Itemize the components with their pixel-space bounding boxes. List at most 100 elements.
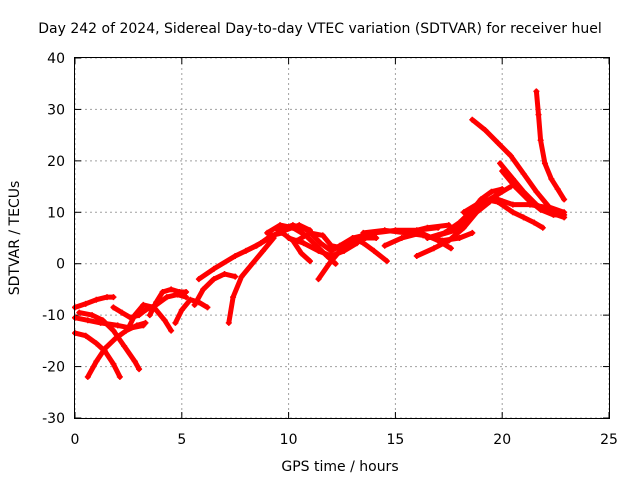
- data-point-marker: [306, 229, 313, 236]
- data-point-marker: [533, 88, 540, 95]
- series-arc-5: [84, 319, 149, 380]
- series-line: [172, 297, 210, 326]
- data-point-marker: [373, 235, 380, 241]
- data-point-marker: [153, 301, 160, 308]
- data-point-marker: [531, 219, 538, 226]
- data-point-marker: [512, 183, 519, 190]
- data-point-marker: [561, 196, 568, 203]
- data-point-marker: [535, 111, 542, 118]
- data-point-marker: [210, 276, 217, 283]
- data-point-marker: [140, 301, 147, 308]
- data-point-marker: [336, 247, 343, 254]
- data-point-marker: [420, 232, 427, 239]
- data-point-marker: [482, 196, 489, 203]
- data-point-marker: [430, 245, 437, 252]
- data-point-marker: [435, 232, 442, 239]
- data-point-marker: [200, 286, 207, 293]
- data-point-marker: [413, 253, 420, 259]
- data-point-marker: [242, 247, 249, 254]
- x-axis-ticks: 0 5 10 15 20 25: [71, 58, 618, 448]
- data-point-marker: [161, 317, 168, 324]
- data-point-marker: [507, 152, 514, 159]
- series-arc-13: [225, 235, 277, 326]
- x-tick-label: 15: [386, 432, 404, 448]
- y-tick-label: 0: [56, 257, 65, 273]
- data-point-marker: [328, 247, 335, 254]
- data-point-marker: [142, 319, 149, 326]
- data-point-marker: [104, 294, 111, 301]
- data-point-marker: [274, 227, 281, 234]
- series-arc-33: [533, 88, 568, 203]
- data-point-marker: [264, 229, 271, 236]
- data-point-marker: [232, 253, 239, 259]
- series-arc-24: [403, 229, 476, 244]
- data-point-marker: [499, 168, 506, 175]
- data-series: [72, 88, 568, 380]
- data-point-marker: [93, 358, 100, 365]
- data-point-marker: [494, 139, 501, 146]
- data-point-marker: [289, 222, 296, 229]
- data-point-marker: [520, 170, 527, 177]
- data-point-marker: [257, 240, 264, 247]
- series-arc-22: [349, 235, 390, 265]
- y-axis-ticks: -30 -20 -10 0 10 20 30 40: [42, 51, 609, 427]
- data-point-marker: [539, 224, 546, 231]
- data-point-marker: [146, 312, 153, 319]
- data-point-marker: [360, 229, 367, 236]
- data-point-marker: [187, 296, 194, 303]
- data-point-marker: [550, 211, 557, 218]
- data-point-marker: [225, 319, 232, 326]
- x-tick-label: 0: [71, 432, 80, 448]
- data-point-marker: [477, 199, 484, 205]
- data-point-marker: [84, 317, 91, 324]
- data-point-marker: [398, 235, 405, 241]
- series-line: [226, 235, 277, 326]
- series-arc-32: [499, 168, 568, 218]
- data-point-marker: [131, 358, 138, 365]
- grid: [74, 57, 610, 419]
- data-point-marker: [101, 345, 108, 352]
- data-point-marker: [93, 340, 100, 347]
- data-point-marker: [183, 294, 190, 301]
- data-point-marker: [360, 240, 367, 247]
- x-tick-label: 10: [280, 432, 298, 448]
- data-point-marker: [168, 327, 175, 334]
- data-point-marker: [232, 273, 239, 280]
- data-point-marker: [349, 235, 356, 241]
- series-arc-27: [435, 183, 514, 239]
- data-point-marker: [174, 291, 181, 298]
- y-tick-label: 10: [47, 205, 65, 221]
- data-point-marker: [110, 294, 117, 301]
- data-point-marker: [315, 247, 322, 254]
- data-point-marker: [259, 247, 266, 254]
- data-point-marker: [424, 224, 431, 231]
- data-point-marker: [488, 188, 495, 195]
- x-tick-label: 25: [600, 432, 618, 448]
- x-axis-label: GPS time / hours: [281, 459, 398, 475]
- data-point-marker: [381, 227, 388, 234]
- series-line: [435, 184, 514, 238]
- series-arc-3: [76, 309, 143, 373]
- data-point-marker: [315, 276, 322, 283]
- y-tick-label: 20: [47, 154, 65, 170]
- data-point-marker: [447, 245, 454, 252]
- data-point-marker: [116, 373, 123, 380]
- data-point-marker: [424, 235, 431, 241]
- y-tick-label: -20: [42, 360, 65, 376]
- series-line: [533, 88, 567, 202]
- data-point-marker: [456, 235, 463, 241]
- data-point-marker: [326, 260, 333, 267]
- data-point-marker: [204, 304, 211, 311]
- series-arc-30: [469, 116, 568, 216]
- data-point-marker: [82, 300, 89, 307]
- data-point-marker: [112, 335, 119, 342]
- data-point-marker: [298, 250, 305, 257]
- data-point-marker: [541, 160, 548, 167]
- data-point-marker: [548, 175, 555, 182]
- data-point-marker: [469, 229, 476, 236]
- data-point-marker: [285, 235, 292, 241]
- data-point-marker: [533, 188, 540, 195]
- data-point-marker: [110, 304, 117, 311]
- data-point-marker: [497, 160, 504, 167]
